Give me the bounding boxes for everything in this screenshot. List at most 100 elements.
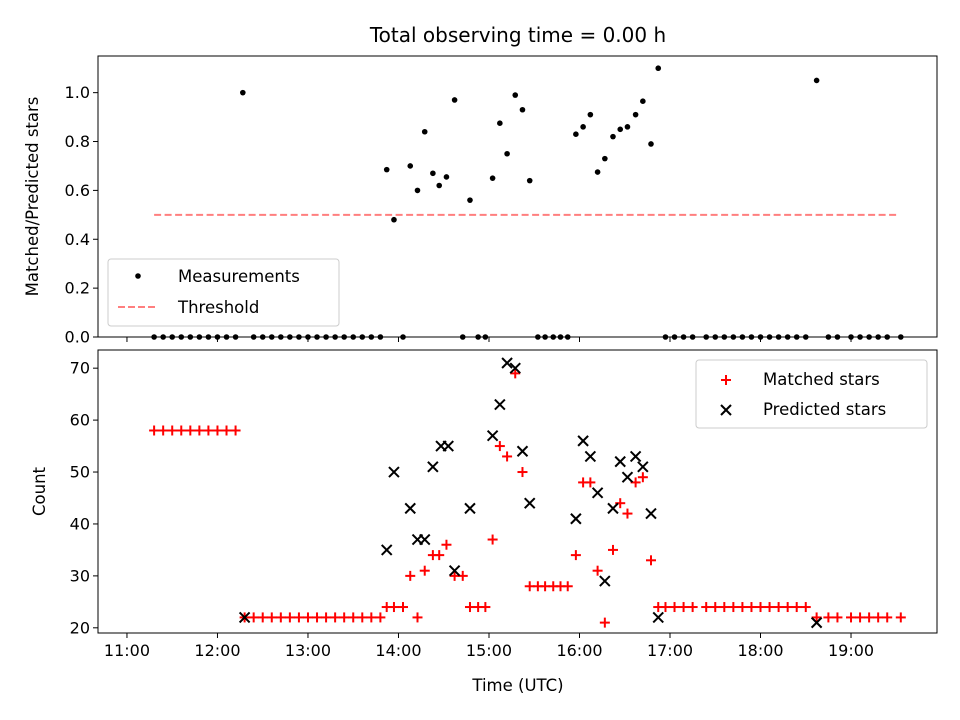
- predicted-star-point: [509, 362, 521, 374]
- matched-star-point: [176, 425, 187, 436]
- matched-star-point: [895, 612, 906, 623]
- matched-star-point: [330, 612, 341, 623]
- matched-star-point: [832, 612, 843, 623]
- matched-star-point: [710, 602, 721, 613]
- matched-star-point: [221, 425, 232, 436]
- predicted-star-point: [419, 533, 431, 546]
- bottom-axes-frame: [97, 349, 938, 634]
- matched-star-point: [755, 602, 766, 613]
- measurement-point: [467, 197, 473, 203]
- measurement-point: [407, 163, 414, 169]
- measurement-point: [632, 111, 639, 118]
- bottom-y-tick-label: 20: [70, 618, 90, 637]
- matched-star-point: [419, 565, 430, 576]
- measurement-point: [451, 97, 458, 103]
- matched-star-point: [823, 612, 834, 623]
- matched-star-point: [811, 612, 822, 623]
- bottom-y-tick-label: 70: [70, 359, 90, 378]
- measurement-point: [602, 155, 608, 162]
- top-y-tick-label: 1.0: [65, 83, 90, 102]
- legend-marker-measurements: [135, 273, 141, 279]
- bottom-x-ticks: 11:00 12:00 13:00 14:00 15:00 16:00 17:00 18:00…: [104, 633, 874, 660]
- measurement-point: [414, 187, 421, 194]
- measurement-point: [624, 124, 631, 130]
- bottom-y-axis-label: Count: [30, 466, 49, 516]
- matched-star-point: [864, 612, 875, 623]
- x-tick-label: 16:00: [556, 641, 602, 660]
- measurement-point: [813, 77, 820, 84]
- matched-star-point: [570, 550, 581, 561]
- matched-star-point: [487, 534, 498, 545]
- matched-star-point: [434, 550, 445, 561]
- matched-star-point: [873, 612, 884, 623]
- matched-star-point: [630, 477, 641, 488]
- measurement-point: [655, 65, 662, 72]
- x-tick-label: 13:00: [285, 641, 331, 660]
- top-plot-area: [151, 65, 904, 340]
- predicted-star-point: [637, 461, 649, 473]
- bottom-y-tick-label: 30: [70, 566, 90, 585]
- predicted-star-point: [464, 502, 476, 515]
- matched-star-point: [592, 565, 603, 576]
- x-tick-label: 15:00: [466, 641, 512, 660]
- matched-star-point: [678, 602, 689, 613]
- matched-star-point: [882, 612, 893, 623]
- matched-star-point: [599, 617, 610, 628]
- predicted-star-point: [570, 513, 582, 525]
- measurement-point: [421, 128, 428, 135]
- bottom-panel: Count Time (UTC) 20 30 40 50 60 70 11:00 12:00…: [30, 349, 938, 695]
- predicted-star-point: [501, 357, 513, 369]
- measurement-point: [610, 133, 616, 140]
- bottom-y-tick-label: 60: [70, 411, 90, 430]
- matched-star-point: [203, 425, 214, 436]
- matched-star-point: [167, 425, 178, 436]
- matched-star-point: [284, 612, 295, 623]
- predicted-star-point: [591, 487, 604, 499]
- matched-star-point: [728, 602, 739, 613]
- measurement-point: [497, 120, 503, 126]
- chart-title: Total observing time = 0.00 h: [369, 23, 666, 47]
- matched-star-point: [375, 612, 386, 623]
- top-y-tick-label: 0.6: [65, 181, 90, 200]
- matched-star-point: [348, 612, 359, 623]
- predicted-star-point: [381, 544, 393, 556]
- measurement-point: [648, 141, 654, 147]
- matched-star-point: [257, 612, 268, 623]
- legend-marker-predicted-stars: [720, 404, 732, 416]
- predicted-star-point: [645, 507, 657, 520]
- matched-star-point: [321, 612, 332, 623]
- matched-star-point: [339, 612, 350, 623]
- legend-label-threshold: Threshold: [177, 298, 259, 317]
- measurement-point: [383, 166, 390, 173]
- top-panel: Total observing time = 0.00 h Matched/Pr…: [23, 23, 938, 347]
- x-tick-label: 11:00: [104, 641, 150, 660]
- top-legend-box: [107, 258, 340, 327]
- measurement-point: [594, 169, 601, 175]
- legend-plus-glyph: [721, 375, 731, 385]
- matched-star-point: [773, 602, 784, 613]
- predicted-star-point: [238, 611, 251, 624]
- matched-star-point: [480, 602, 491, 613]
- matched-star-point: [293, 612, 304, 623]
- matched-star-point: [746, 602, 757, 613]
- matched-star-point: [701, 602, 712, 613]
- matched-star-point: [248, 612, 259, 623]
- top-y-tick-label: 0.0: [65, 328, 90, 347]
- top-axes-frame: [97, 55, 938, 338]
- top-y-tick-label: 0.8: [65, 132, 90, 151]
- predicted-star-point: [427, 461, 439, 473]
- x-tick-label: 14:00: [375, 641, 421, 660]
- matched-star-point: [622, 508, 633, 519]
- matched-star-point: [441, 539, 452, 550]
- top-legend: Measurements Threshold: [107, 258, 340, 327]
- measurement-point: [240, 89, 246, 96]
- matched-star-point: [158, 425, 169, 436]
- top-y-ticks: 0.0 0.2 0.4 0.6 0.8 1.0: [65, 83, 98, 347]
- predicted-star-point: [524, 497, 536, 509]
- predicted-star-point: [607, 502, 619, 515]
- top-y-tick-label: 0.4: [65, 230, 90, 249]
- matched-star-point: [412, 612, 423, 623]
- measurement-point: [391, 216, 397, 223]
- predicted-star-point: [442, 440, 454, 452]
